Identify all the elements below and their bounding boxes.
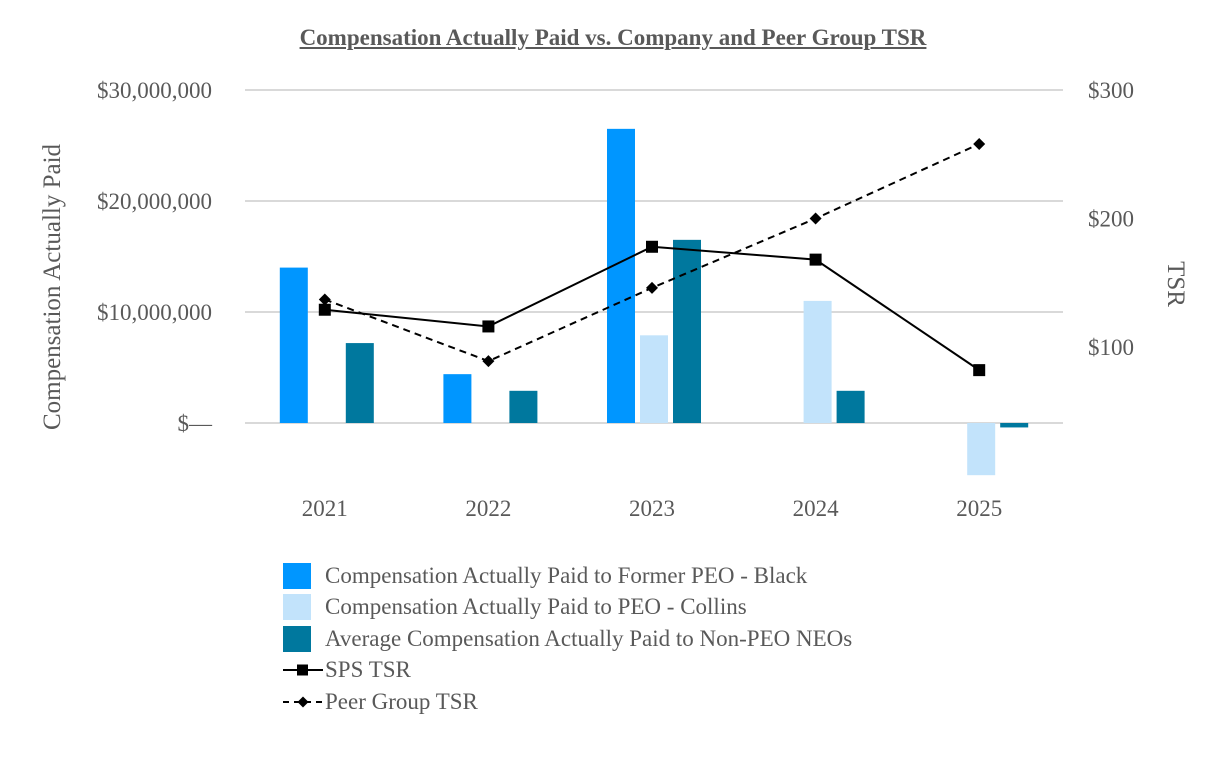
bar — [279, 267, 308, 423]
legend-label-non-peo: Average Compensation Actually Paid to No… — [325, 625, 853, 651]
legend-label-sps-tsr: SPS TSR — [325, 657, 411, 683]
y-tick-label: $— — [178, 411, 214, 436]
legend-swatch-former-peo — [283, 562, 311, 589]
tsr-marker-square — [318, 303, 331, 316]
bar — [640, 335, 668, 423]
legend-item-peo-collins: Compensation Actually Paid to PEO - Coll… — [283, 592, 852, 624]
x-tick-label: 2022 — [465, 496, 511, 521]
tsr-marker-diamond — [318, 293, 331, 306]
tsr-lines — [318, 137, 986, 377]
y2-tick-label: $100 — [1088, 335, 1134, 360]
legend-swatch-peo-collins — [283, 594, 311, 621]
bar — [803, 300, 832, 423]
tsr-marker-square — [809, 253, 822, 266]
y-tick-label: $20,000,000 — [97, 189, 212, 214]
bar — [673, 239, 701, 423]
bar — [443, 374, 472, 423]
tsr-marker-diamond — [973, 137, 986, 150]
bar — [967, 423, 996, 476]
legend-item-peer-tsr: Peer Group TSR — [283, 686, 852, 718]
legend-line-sps-tsr — [283, 657, 325, 683]
x-tick-label: 2023 — [629, 496, 675, 521]
y2-tick-label: $200 — [1088, 207, 1134, 232]
legend-item-sps-tsr: SPS TSR — [283, 655, 852, 687]
y-tick-label: $30,000,000 — [97, 78, 212, 103]
tsr-marker-square — [646, 240, 658, 253]
bar — [607, 128, 635, 423]
bar — [509, 390, 538, 423]
tsr-marker-diamond — [809, 212, 822, 225]
y2-axis-title: TSR — [1162, 261, 1189, 307]
legend-swatch-non-peo — [283, 625, 311, 652]
y2-tick-label: $300 — [1088, 78, 1134, 103]
bars — [279, 128, 1029, 476]
x-tick-label: 2024 — [793, 496, 840, 521]
chart-title: Compensation Actually Paid vs. Company a… — [299, 25, 927, 50]
legend-item-former-peo: Compensation Actually Paid to Former PEO… — [283, 560, 852, 592]
tsr-marker-diamond — [482, 355, 495, 368]
legend-item-non-peo: Average Compensation Actually Paid to No… — [283, 623, 852, 655]
tsr-marker-square — [482, 320, 495, 333]
gridlines — [245, 89, 1063, 424]
legend: Compensation Actually Paid to Former PEO… — [283, 560, 852, 718]
tsr-marker-diamond — [646, 281, 658, 294]
legend-label-peo-collins: Compensation Actually Paid to PEO - Coll… — [325, 594, 747, 620]
axes: $— $10,000,000 $20,000,000 $30,000,000 $100 $… — [39, 78, 1189, 521]
bar — [836, 390, 865, 423]
y-axis-title: Compensation Actually Paid — [39, 143, 66, 430]
legend-label-former-peo: Compensation Actually Paid to Former PEO… — [325, 562, 808, 588]
legend-line-peer-tsr — [283, 689, 325, 715]
x-tick-label: 2025 — [956, 496, 1002, 521]
bar — [1000, 423, 1029, 428]
bar — [345, 343, 374, 423]
x-tick-label: 2021 — [302, 496, 348, 521]
legend-label-peer-tsr: Peer Group TSR — [325, 688, 478, 714]
y-tick-label: $10,000,000 — [97, 300, 212, 325]
tsr-marker-square — [973, 364, 986, 377]
